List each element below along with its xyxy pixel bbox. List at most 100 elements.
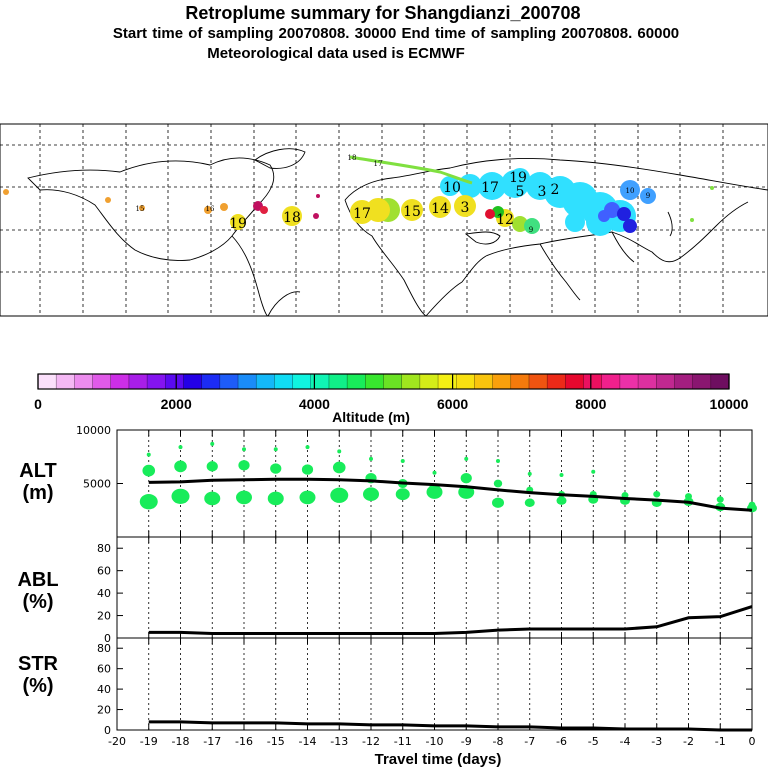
- STR-line: [148, 720, 752, 732]
- plume-track: [349, 155, 473, 185]
- alt-cluster-high: [621, 492, 629, 499]
- plume-dot: [350, 200, 374, 224]
- colorbar-swatch: [474, 374, 494, 389]
- map-label: 9: [529, 226, 533, 234]
- y-tick-label: 20: [97, 704, 111, 717]
- alt-cluster-high: [685, 493, 692, 500]
- plume-dot: [485, 209, 495, 219]
- x-axis-label: Travel time (days): [375, 751, 502, 768]
- colorbar-swatch: [510, 374, 530, 389]
- colorbar-swatch: [274, 374, 294, 389]
- alt-cluster-high: [653, 490, 661, 498]
- plume-dot: [230, 214, 246, 230]
- alt-cluster-top: [400, 459, 405, 464]
- map-label: 10: [626, 187, 635, 195]
- plume-dot: [376, 198, 400, 222]
- colorbar-swatch: [601, 374, 621, 389]
- plume-dot: [620, 180, 640, 200]
- colorbar-swatch: [692, 374, 712, 389]
- alt-cluster-top: [496, 459, 500, 464]
- panel-frame: [116, 536, 753, 639]
- alt-cluster-high: [174, 460, 187, 473]
- plume-dot: [492, 206, 504, 218]
- y-tick-label: 10000: [76, 424, 111, 437]
- map-label: 18: [283, 210, 301, 226]
- x-tick-label: -3: [651, 735, 662, 748]
- plume-dot: [366, 198, 390, 222]
- colorbar-swatch: [56, 374, 75, 389]
- plume-dot: [440, 176, 460, 196]
- x-tick-label: -8: [493, 735, 504, 748]
- alt-cluster-high: [558, 490, 565, 498]
- x-tick-label: -14: [299, 735, 317, 748]
- coastlines: [27, 148, 768, 317]
- x-tick-label: -10: [426, 735, 444, 748]
- alt-cluster-top: [337, 449, 342, 454]
- colorbar-swatch: [619, 374, 639, 389]
- x-tick-label: -1: [715, 735, 726, 748]
- y-tick-label: 80: [97, 642, 111, 655]
- colorbar-swatch: [38, 374, 57, 389]
- alt-cluster-high: [332, 461, 346, 474]
- alt-cluster-high: [206, 461, 218, 472]
- x-tick-label: -20: [108, 735, 126, 748]
- chart-title: Retroplume summary for Shangdianzi_20070…: [185, 3, 581, 23]
- alt-cluster-top: [210, 441, 215, 446]
- colorbar-swatch: [365, 374, 384, 389]
- colorbar-swatch: [528, 374, 548, 389]
- plume-dot: [458, 174, 482, 198]
- colorbar-swatch: [201, 374, 221, 389]
- alt-cluster-high: [589, 490, 597, 498]
- plume-dot: [544, 176, 576, 208]
- alt-cluster-top: [432, 470, 437, 475]
- plume-dot: [690, 218, 694, 222]
- alt-label: ALT (m): [19, 460, 57, 504]
- plume-dot: [501, 170, 529, 198]
- alt-cluster-low: [715, 502, 726, 512]
- plume-dots: [3, 155, 714, 236]
- alt-cluster-low: [426, 485, 443, 499]
- map-label: 19: [229, 216, 247, 232]
- alt-cluster-top: [527, 471, 532, 476]
- plume-dot: [710, 186, 714, 190]
- y-tick-label: 0: [104, 632, 111, 645]
- panel-frame: [116, 637, 753, 731]
- plume-dot: [640, 188, 656, 204]
- x-tick-label: -11: [394, 735, 412, 748]
- map-label: 3: [461, 200, 470, 216]
- alt-cluster-low: [395, 488, 410, 501]
- alt-cluster-low: [363, 487, 379, 502]
- map-label: 9: [646, 192, 650, 200]
- abl-label: ABL (%): [17, 569, 59, 613]
- plume-dot: [260, 206, 268, 214]
- alt-cluster-top: [369, 456, 373, 461]
- plume-dot: [204, 206, 212, 214]
- str-label: STR (%): [18, 653, 58, 697]
- colorbar-swatch: [147, 374, 166, 389]
- alt-cluster-low: [171, 488, 190, 504]
- panel-frame: [116, 429, 753, 538]
- x-tick-label: 0: [749, 735, 756, 748]
- alt-cluster-low: [588, 495, 599, 504]
- met-data-note: Meteorological data used is ECMWF: [207, 45, 465, 62]
- x-tick-label: -17: [203, 735, 221, 748]
- alt-cluster-low: [651, 498, 662, 508]
- alt-cluster-high: [526, 486, 534, 494]
- plume-dot: [253, 201, 263, 211]
- plume-dot: [604, 202, 620, 218]
- alt-cluster-high: [748, 501, 756, 509]
- colorbar-swatch: [674, 374, 694, 389]
- alt-cluster-low: [747, 503, 757, 513]
- alt-cluster-top: [559, 472, 564, 477]
- y-tick-label: 40: [97, 683, 111, 696]
- plume-dot: [526, 172, 554, 200]
- alt-cluster-top: [464, 456, 469, 461]
- colorbar-swatch: [347, 374, 366, 389]
- colorbar-swatch: [656, 374, 675, 389]
- colorbar-swatch: [383, 374, 403, 389]
- colorbar-swatch: [638, 374, 657, 389]
- map-label: 14: [431, 201, 449, 217]
